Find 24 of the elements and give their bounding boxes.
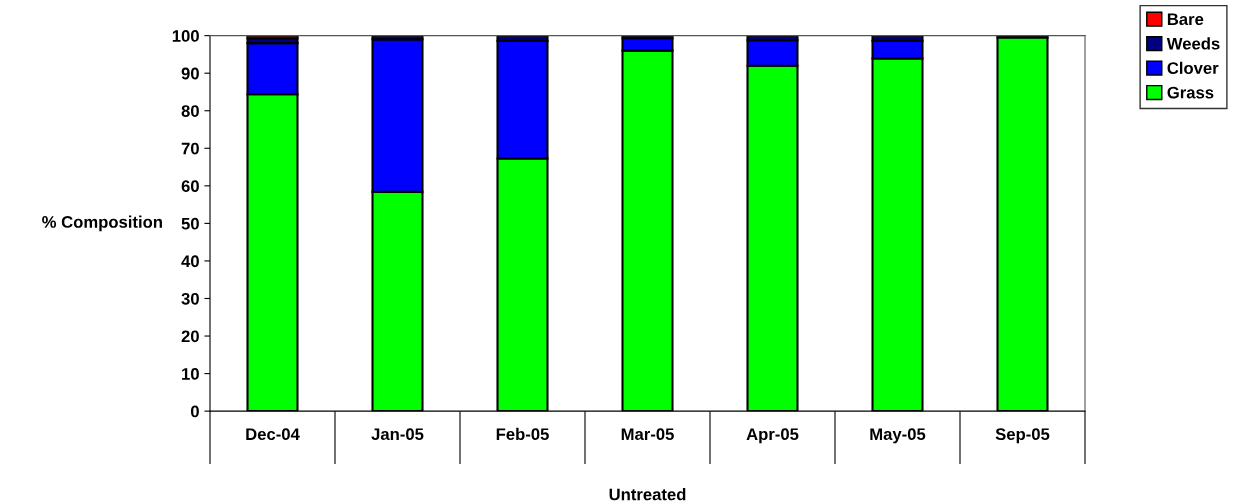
y-tick-label: 90 — [181, 67, 199, 80]
y-tick-label: 0 — [190, 405, 199, 418]
y-tick-label: 60 — [181, 180, 199, 193]
x-axis-title: Untreated — [609, 488, 686, 501]
x-tick-label: Dec-04 — [246, 428, 300, 441]
x-tick-label: Feb-05 — [496, 427, 549, 441]
y-tick-label: 40 — [181, 255, 199, 268]
y-tick-label: 10 — [182, 367, 199, 380]
legend-label: Clover — [1167, 61, 1219, 75]
y-tick-label: 50 — [181, 217, 199, 230]
legend-label: Bare — [1167, 13, 1204, 26]
y-tick-label: 80 — [181, 105, 199, 117]
x-tick-label: Apr-05 — [746, 428, 799, 444]
y-tick-label: 70 — [181, 142, 199, 155]
y-tick-label: 20 — [181, 330, 199, 343]
legend-label: Weeds — [1166, 37, 1220, 50]
legend-label: Grass — [1167, 86, 1214, 99]
y-axis-title: % Composition — [42, 215, 162, 232]
y-tick-label: 100 — [172, 30, 199, 42]
x-tick-label: Sep-05 — [995, 428, 1050, 444]
y-tick-label: 30 — [181, 292, 199, 305]
x-tick-label: Mar-05 — [621, 428, 674, 441]
x-tick-label: Jan-05 — [371, 428, 424, 441]
x-tick-label: May-05 — [870, 428, 926, 444]
